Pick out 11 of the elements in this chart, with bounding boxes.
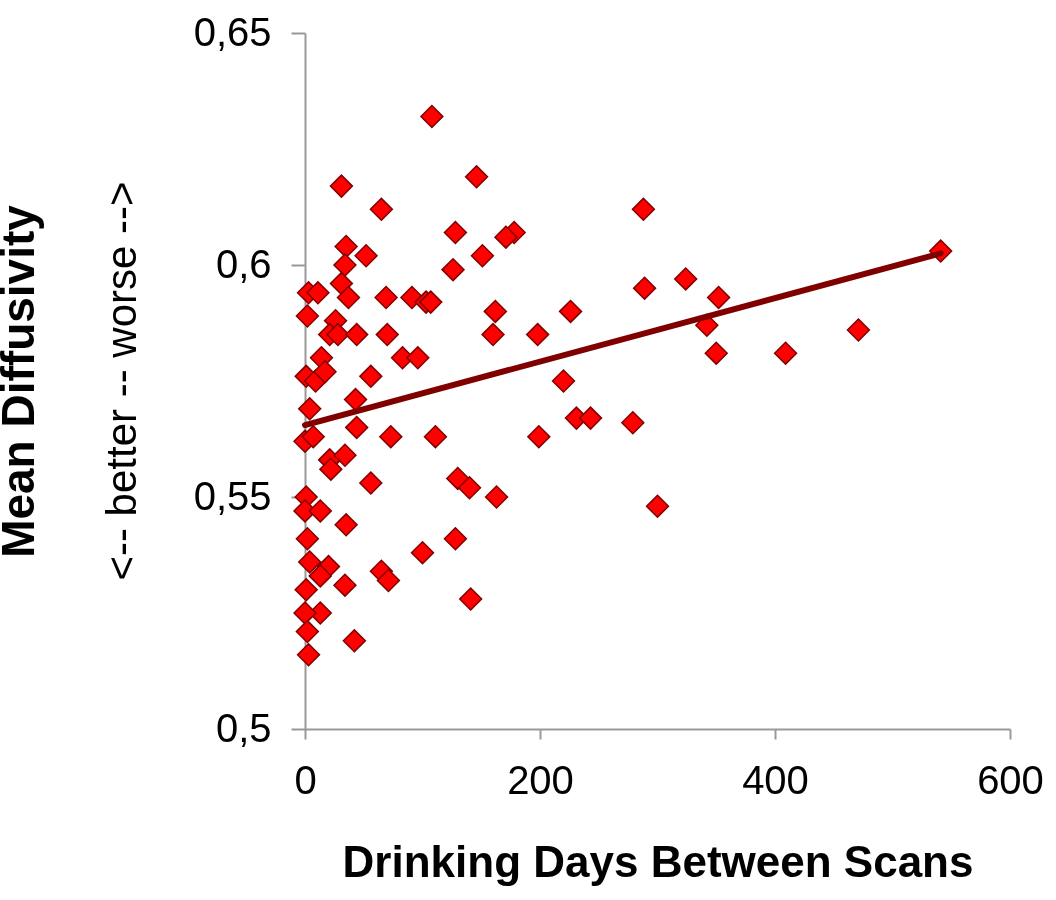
x-axis-title: Drinking Days Between Scans: [342, 836, 974, 886]
x-tick-label: 0: [294, 757, 317, 802]
x-tick-label: 200: [507, 757, 574, 802]
y-tick-label: 0,5: [215, 705, 272, 750]
text: <-- better -- worse -->: [98, 181, 146, 581]
y-axis-title: Mean Diffusivity: [0, 204, 44, 558]
y-tick-label: 0,6: [215, 241, 272, 286]
x-tick-label: 600: [977, 757, 1044, 802]
y-tick-label: 0,55: [193, 473, 272, 518]
y-tick-label: 0,65: [193, 9, 272, 54]
x-tick-label: 400: [742, 757, 809, 802]
